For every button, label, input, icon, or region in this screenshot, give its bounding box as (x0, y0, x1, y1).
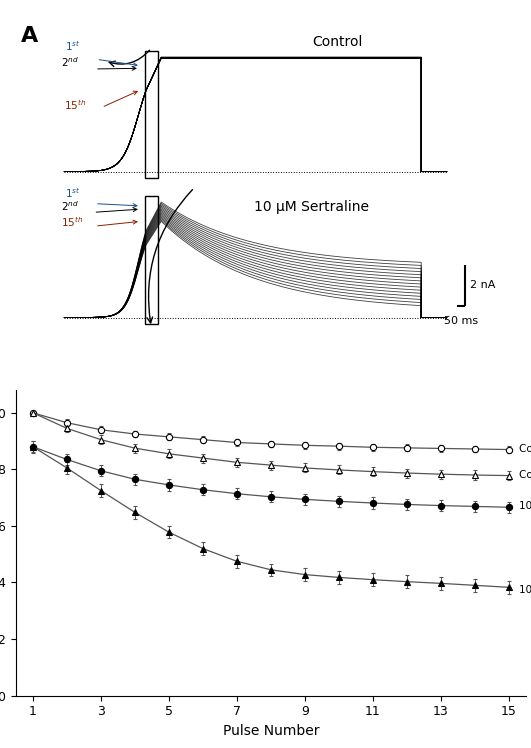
Text: 10 μM Sertraline (1 Hz): 10 μM Sertraline (1 Hz) (519, 501, 531, 511)
Text: 15$^{th}$: 15$^{th}$ (61, 215, 83, 230)
Text: 15$^{th}$: 15$^{th}$ (64, 99, 87, 112)
Text: Control (1 Hz): Control (1 Hz) (519, 443, 531, 453)
Text: 50 ms: 50 ms (443, 316, 478, 326)
Text: 10 μM Sertraline: 10 μM Sertraline (254, 200, 369, 215)
Text: 10 μM Sertraline (2 Hz): 10 μM Sertraline (2 Hz) (519, 585, 531, 595)
Text: 1$^{st}$: 1$^{st}$ (65, 187, 81, 200)
Text: 2$^{nd}$: 2$^{nd}$ (61, 200, 79, 213)
Text: Control (2 Hz): Control (2 Hz) (519, 469, 531, 479)
Text: 2$^{nd}$: 2$^{nd}$ (61, 55, 79, 69)
X-axis label: Pulse Number: Pulse Number (222, 724, 319, 738)
Text: 1$^{st}$: 1$^{st}$ (65, 39, 81, 53)
Text: A: A (21, 25, 38, 46)
Text: Control: Control (312, 35, 362, 49)
Text: 2 nA: 2 nA (469, 280, 495, 290)
Bar (145, 52, 158, 178)
Bar (145, 196, 158, 324)
